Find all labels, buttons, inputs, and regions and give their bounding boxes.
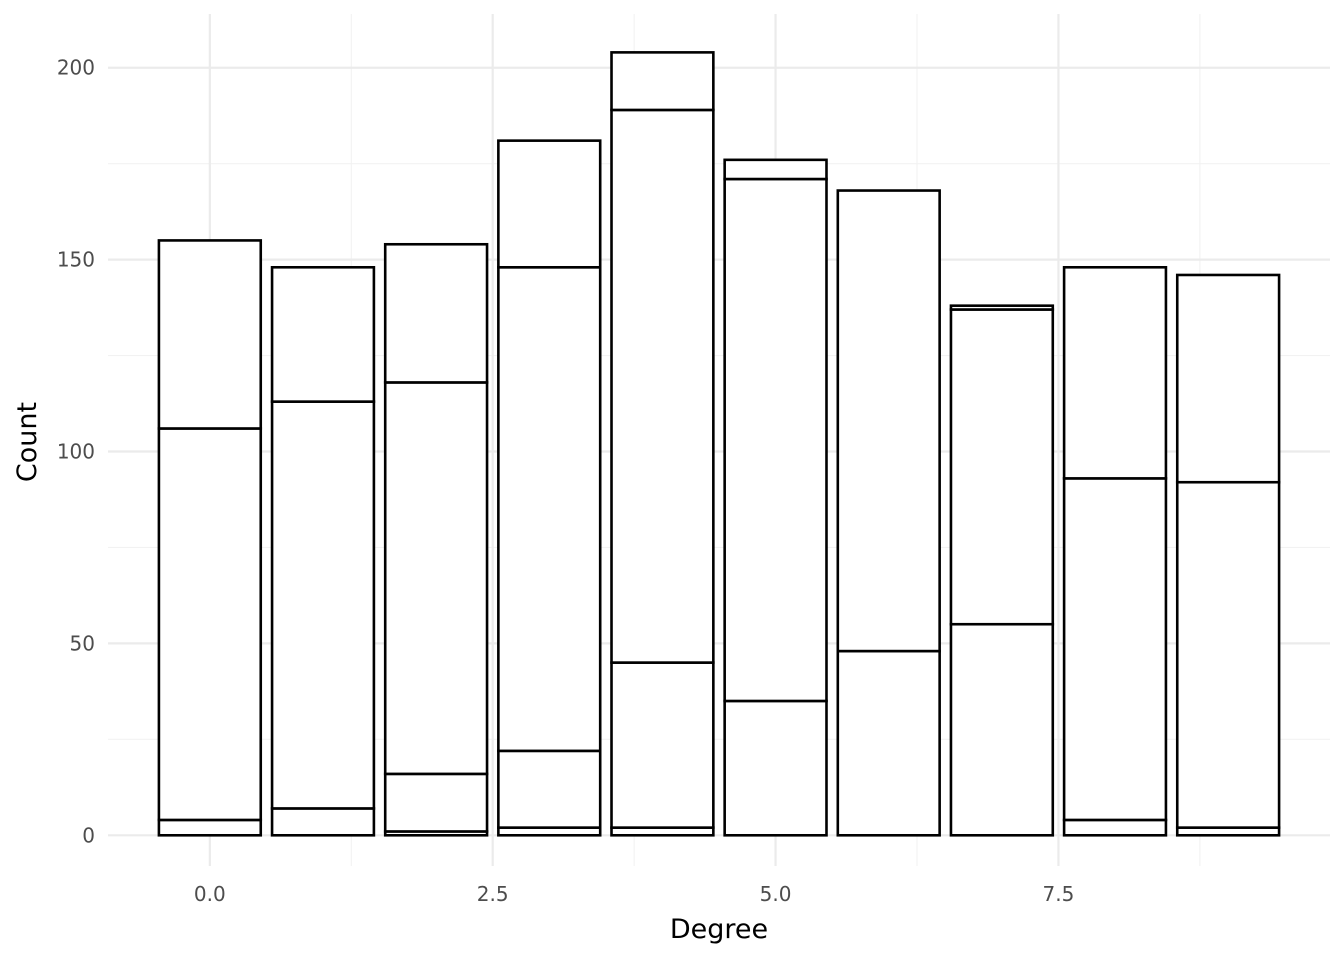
bar-segment <box>949 308 1055 626</box>
x-tick-label: 2.5 <box>477 882 509 906</box>
bar-segment <box>270 807 376 837</box>
bar-segment <box>723 177 828 703</box>
bar-segment <box>383 242 489 384</box>
y-tick-label: 200 <box>57 56 95 80</box>
bar-segment <box>1062 265 1168 480</box>
bar-segment <box>836 649 941 837</box>
bar-segment <box>157 239 263 430</box>
y-axis-ticks: 0 50 100 150 200 <box>57 56 95 848</box>
bar-segment <box>270 265 376 403</box>
x-tick-label: 0.0 <box>194 882 226 906</box>
bar-segment <box>157 427 263 822</box>
bar-segment <box>949 304 1055 311</box>
bar-segment <box>497 139 602 269</box>
bar-segment <box>497 749 602 829</box>
bar-segment <box>723 158 828 181</box>
y-tick-label: 0 <box>82 823 95 847</box>
x-axis-title: Degree <box>670 914 768 945</box>
bar-segment <box>270 400 376 810</box>
x-tick-label: 7.5 <box>1043 882 1075 906</box>
y-axis-title: Count <box>12 402 43 482</box>
bar-segment <box>1062 477 1168 822</box>
bar-segment <box>383 381 489 776</box>
bar-segment <box>1062 818 1168 837</box>
bar-segment <box>497 265 602 753</box>
bar-segment <box>723 699 828 837</box>
bar-segment <box>610 661 715 829</box>
y-tick-label: 150 <box>57 248 95 272</box>
bar-segment <box>610 51 715 112</box>
bar-segment <box>157 818 263 837</box>
y-tick-label: 100 <box>57 440 95 464</box>
bar-segment <box>1175 480 1281 829</box>
y-tick-label: 50 <box>70 631 95 655</box>
bar-segment <box>949 622 1055 837</box>
x-tick-label: 5.0 <box>760 882 792 906</box>
bar-segment <box>383 772 489 833</box>
bar-segment <box>836 189 941 653</box>
bars <box>157 51 1281 837</box>
x-axis-ticks: 0.0 2.5 5.0 7.5 <box>194 882 1074 906</box>
bar-segment <box>610 108 715 664</box>
bar-segment <box>1175 273 1281 484</box>
